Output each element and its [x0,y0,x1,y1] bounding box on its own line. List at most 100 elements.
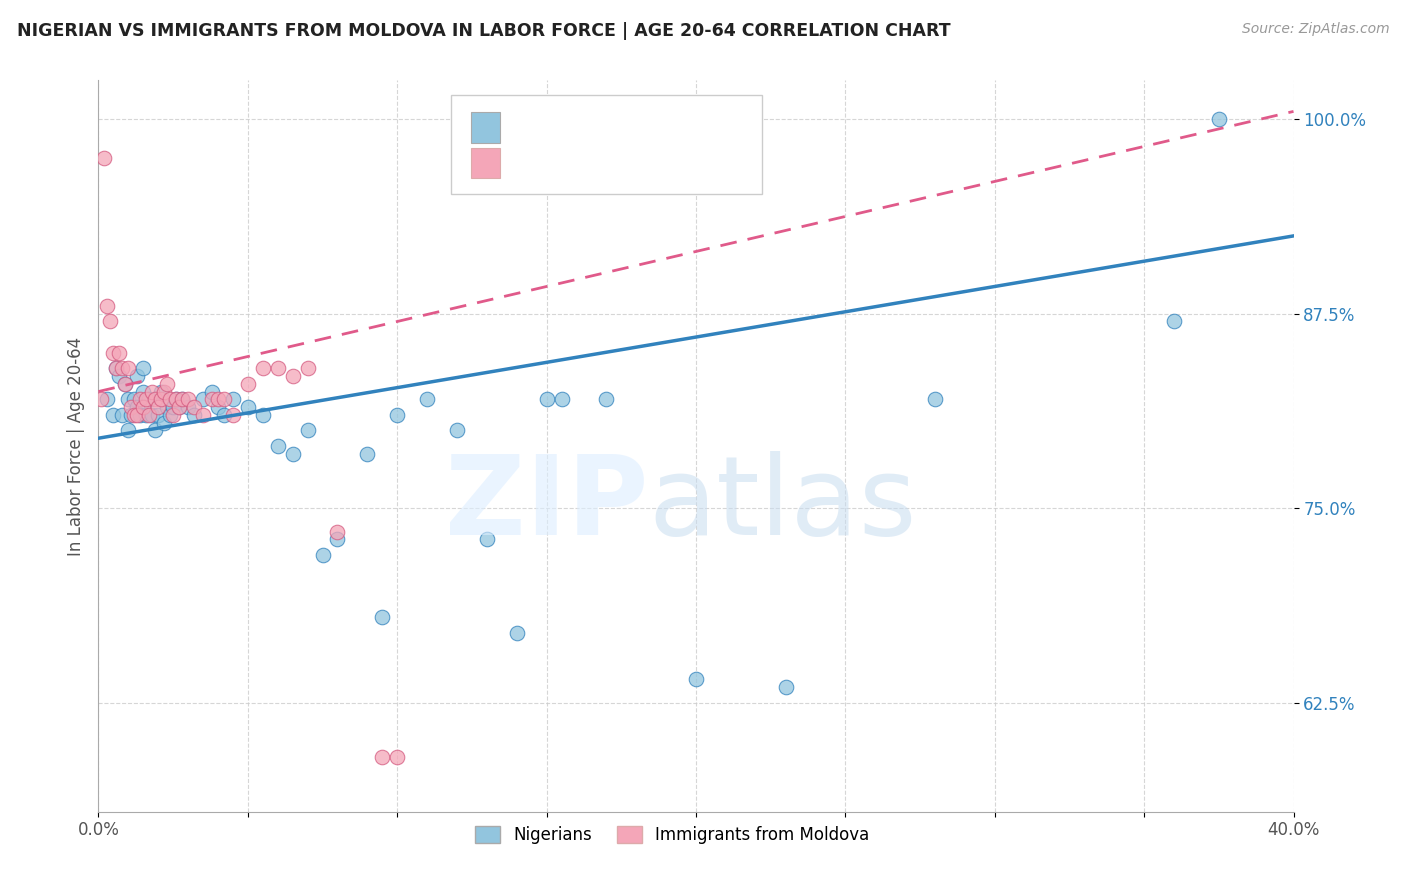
Point [685,673,707,687]
Text: atlas: atlas [648,451,917,558]
Text: Source: ZipAtlas.com: Source: ZipAtlas.com [1241,22,1389,37]
Point [775,680,797,694]
Point [96,392,118,407]
Point [212,392,235,407]
Point [297,361,319,376]
Point [129,392,152,407]
Point [172,392,194,407]
Text: N =: N = [621,154,673,172]
Point [98,314,122,328]
Point [177,392,200,407]
Point [326,524,349,539]
Point [148,400,170,414]
Legend: Nigerians, Immigrants from Moldova: Nigerians, Immigrants from Moldova [468,820,876,851]
Point [595,392,617,407]
FancyBboxPatch shape [451,95,762,194]
Point [127,400,149,414]
Text: 43: 43 [676,154,700,172]
Point [267,439,290,453]
Point [141,384,163,399]
Point [297,424,319,438]
FancyBboxPatch shape [471,112,501,144]
Point [114,376,136,391]
Point [150,384,173,399]
Point [252,408,274,422]
Point [924,392,946,407]
Point [105,361,128,376]
Point [141,408,163,422]
Point [117,361,139,376]
Point [159,408,181,422]
Point [326,533,349,547]
Point [93,151,115,165]
Point [207,392,229,407]
Point [162,408,184,422]
Point [117,392,139,407]
Point [156,400,179,414]
Point [120,400,142,414]
Point [111,408,134,422]
FancyBboxPatch shape [471,147,501,178]
Point [105,361,128,376]
Point [191,392,214,407]
Point [103,345,125,359]
Point [236,400,259,414]
Point [165,392,187,407]
Point [138,392,160,407]
Point [127,408,149,422]
Point [150,392,173,407]
Point [385,750,409,764]
Point [148,408,170,422]
Point [252,361,274,376]
Y-axis label: In Labor Force | Age 20-64: In Labor Force | Age 20-64 [66,336,84,556]
Point [132,400,155,414]
Point [143,424,166,438]
Point [356,447,378,461]
Point [191,408,214,422]
Point [172,392,194,407]
Point [90,392,112,407]
Point [371,750,394,764]
Point [132,361,155,376]
Point [222,408,245,422]
Point [132,384,155,399]
Point [127,368,149,383]
Point [311,548,333,562]
Point [177,400,200,414]
Point [165,392,187,407]
Point [138,408,160,422]
Point [153,416,176,430]
Point [385,408,409,422]
Point [222,392,245,407]
Point [143,392,166,407]
Point [183,408,205,422]
Point [536,392,558,407]
Point [96,299,118,313]
Point [135,408,157,422]
Point [124,408,146,422]
Point [162,400,184,414]
Point [117,424,139,438]
Text: R =: R = [509,154,547,172]
Point [103,408,125,422]
Point [267,361,290,376]
Point [120,408,142,422]
Text: NIGERIAN VS IMMIGRANTS FROM MOLDOVA IN LABOR FORCE | AGE 20-64 CORRELATION CHART: NIGERIAN VS IMMIGRANTS FROM MOLDOVA IN L… [17,22,950,40]
Text: ZIP: ZIP [444,451,648,558]
Point [129,408,152,422]
Point [159,392,181,407]
Point [1208,112,1230,127]
Point [207,400,229,414]
Point [371,610,394,624]
Point [550,392,572,407]
Point [446,424,468,438]
Point [108,345,131,359]
Point [1163,314,1185,328]
Text: 0.298: 0.298 [557,118,613,136]
Text: 0.174: 0.174 [557,154,613,172]
Point [153,384,176,399]
Point [135,392,157,407]
Point [475,533,498,547]
Point [281,368,304,383]
Point [124,392,146,407]
